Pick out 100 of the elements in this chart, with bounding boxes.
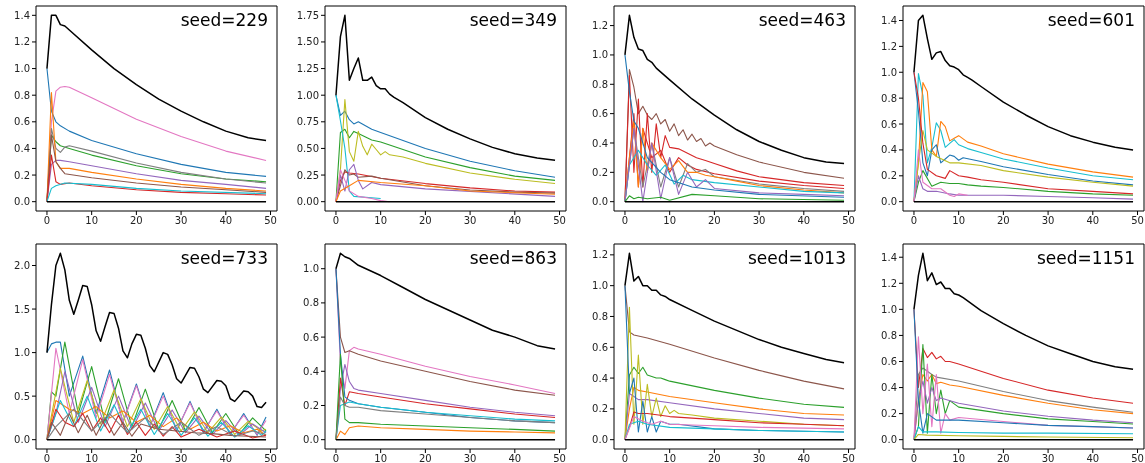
x-tick-label: 0 bbox=[621, 453, 629, 463]
x-tick-label: 50 bbox=[553, 215, 566, 227]
x-tick-label: 20 bbox=[130, 453, 143, 463]
x-tick-label: 0 bbox=[910, 453, 918, 463]
y-tick-label: 1.5 bbox=[14, 303, 30, 315]
y-tick-label: 1.0 bbox=[881, 303, 897, 315]
x-tick-label: 30 bbox=[463, 453, 477, 463]
x-tick-label: 40 bbox=[797, 453, 811, 463]
x-tick-label: 0 bbox=[332, 453, 340, 463]
y-tick-label: 0.8 bbox=[592, 311, 608, 323]
x-tick-label: 50 bbox=[842, 453, 855, 463]
y-tick-label: 1.50 bbox=[296, 36, 319, 48]
y-tick-label: 1.0 bbox=[881, 66, 897, 78]
x-tick-label: 10 bbox=[663, 453, 677, 463]
x-tick-label: 20 bbox=[708, 453, 721, 463]
annotation: seed=733 bbox=[180, 248, 268, 268]
x-tick-label: 10 bbox=[952, 215, 966, 227]
x-tick-label: 10 bbox=[374, 453, 388, 463]
x-tick-label: 10 bbox=[952, 453, 966, 463]
x-tick-label: 40 bbox=[797, 215, 811, 227]
y-tick-label: 0.4 bbox=[592, 372, 608, 384]
y-tick-label: 1.75 bbox=[296, 9, 319, 21]
y-tick-label: 0.0 bbox=[592, 196, 608, 208]
y-tick-label: 0.8 bbox=[592, 78, 608, 90]
y-tick-label: 0.4 bbox=[303, 365, 319, 377]
x-tick-label: 0 bbox=[43, 453, 51, 463]
x-tick-label: 50 bbox=[264, 215, 277, 227]
x-tick-label: 30 bbox=[1041, 215, 1055, 227]
y-tick-label: 0.0 bbox=[592, 434, 608, 446]
y-tick-label: 0.50 bbox=[296, 142, 319, 154]
x-tick-label: 40 bbox=[1086, 453, 1100, 463]
y-tick-label: 1.4 bbox=[14, 9, 30, 21]
annotation: seed=863 bbox=[469, 248, 557, 268]
y-tick-label: 0.6 bbox=[881, 118, 897, 130]
x-tick-label: 10 bbox=[663, 215, 677, 227]
x-tick-label: 50 bbox=[1131, 453, 1144, 463]
x-tick-label: 40 bbox=[1086, 215, 1100, 227]
y-tick-label: 1.4 bbox=[881, 251, 897, 263]
y-tick-label: 0.0 bbox=[14, 434, 30, 446]
x-tick-label: 20 bbox=[997, 453, 1010, 463]
y-tick-label: 0.2 bbox=[881, 408, 897, 420]
y-tick-label: 1.2 bbox=[881, 277, 897, 289]
y-tick-label: 0.4 bbox=[592, 137, 608, 149]
annotation: seed=229 bbox=[180, 10, 268, 30]
x-tick-label: 20 bbox=[419, 453, 432, 463]
x-tick-label: 0 bbox=[910, 215, 918, 227]
y-tick-label: 1.0 bbox=[592, 49, 608, 61]
x-tick-label: 50 bbox=[553, 453, 566, 463]
x-tick-label: 30 bbox=[752, 215, 766, 227]
y-tick-label: 0.4 bbox=[881, 382, 897, 394]
y-tick-label: 0.6 bbox=[303, 331, 319, 343]
x-tick-label: 20 bbox=[708, 215, 721, 227]
x-tick-label: 20 bbox=[419, 215, 432, 227]
annotation: seed=463 bbox=[758, 10, 846, 30]
x-tick-label: 30 bbox=[463, 215, 477, 227]
x-tick-label: 20 bbox=[997, 215, 1010, 227]
y-tick-label: 0.4 bbox=[14, 142, 30, 154]
y-tick-label: 0.0 bbox=[14, 196, 30, 208]
annotation: seed=349 bbox=[469, 10, 557, 30]
annotation: seed=1013 bbox=[747, 248, 846, 268]
x-tick-label: 0 bbox=[621, 215, 629, 227]
annotation: seed=1151 bbox=[1036, 248, 1135, 268]
x-tick-label: 20 bbox=[130, 215, 143, 227]
y-tick-label: 1.00 bbox=[296, 89, 319, 101]
x-tick-label: 10 bbox=[85, 215, 99, 227]
x-tick-label: 30 bbox=[752, 453, 766, 463]
y-tick-label: 0.2 bbox=[303, 400, 319, 412]
y-tick-label: 1.2 bbox=[14, 36, 30, 48]
y-tick-label: 1.2 bbox=[592, 249, 608, 261]
y-tick-label: 0.8 bbox=[881, 329, 897, 341]
y-tick-label: 0.8 bbox=[881, 92, 897, 104]
y-tick-label: 1.2 bbox=[881, 40, 897, 52]
y-tick-label: 2.0 bbox=[14, 260, 30, 272]
y-tick-label: 0.0 bbox=[881, 434, 897, 446]
y-tick-label: 0.00 bbox=[296, 196, 319, 208]
y-tick-label: 1.0 bbox=[14, 347, 30, 359]
x-tick-label: 40 bbox=[508, 215, 522, 227]
y-tick-label: 0.5 bbox=[14, 390, 30, 402]
y-tick-label: 1.4 bbox=[881, 15, 897, 27]
x-tick-label: 30 bbox=[174, 453, 188, 463]
y-tick-label: 1.0 bbox=[303, 263, 319, 275]
x-tick-label: 0 bbox=[332, 215, 340, 227]
y-tick-label: 1.0 bbox=[592, 280, 608, 292]
annotation: seed=601 bbox=[1047, 10, 1135, 30]
x-tick-label: 50 bbox=[842, 215, 855, 227]
y-tick-label: 0.0 bbox=[881, 196, 897, 208]
x-tick-label: 40 bbox=[219, 453, 233, 463]
y-tick-label: 0.6 bbox=[592, 108, 608, 120]
x-tick-label: 30 bbox=[1041, 453, 1055, 463]
x-tick-label: 30 bbox=[174, 215, 188, 227]
y-tick-label: 1.2 bbox=[592, 20, 608, 32]
y-tick-label: 0.2 bbox=[881, 170, 897, 182]
y-tick-label: 0.8 bbox=[14, 89, 30, 101]
x-tick-label: 0 bbox=[43, 215, 51, 227]
y-tick-label: 0.6 bbox=[14, 116, 30, 128]
y-tick-label: 0.2 bbox=[592, 403, 608, 415]
x-tick-label: 50 bbox=[1131, 215, 1144, 227]
x-tick-label: 10 bbox=[374, 215, 388, 227]
y-tick-label: 0.6 bbox=[592, 341, 608, 353]
y-tick-label: 0.25 bbox=[296, 169, 319, 181]
